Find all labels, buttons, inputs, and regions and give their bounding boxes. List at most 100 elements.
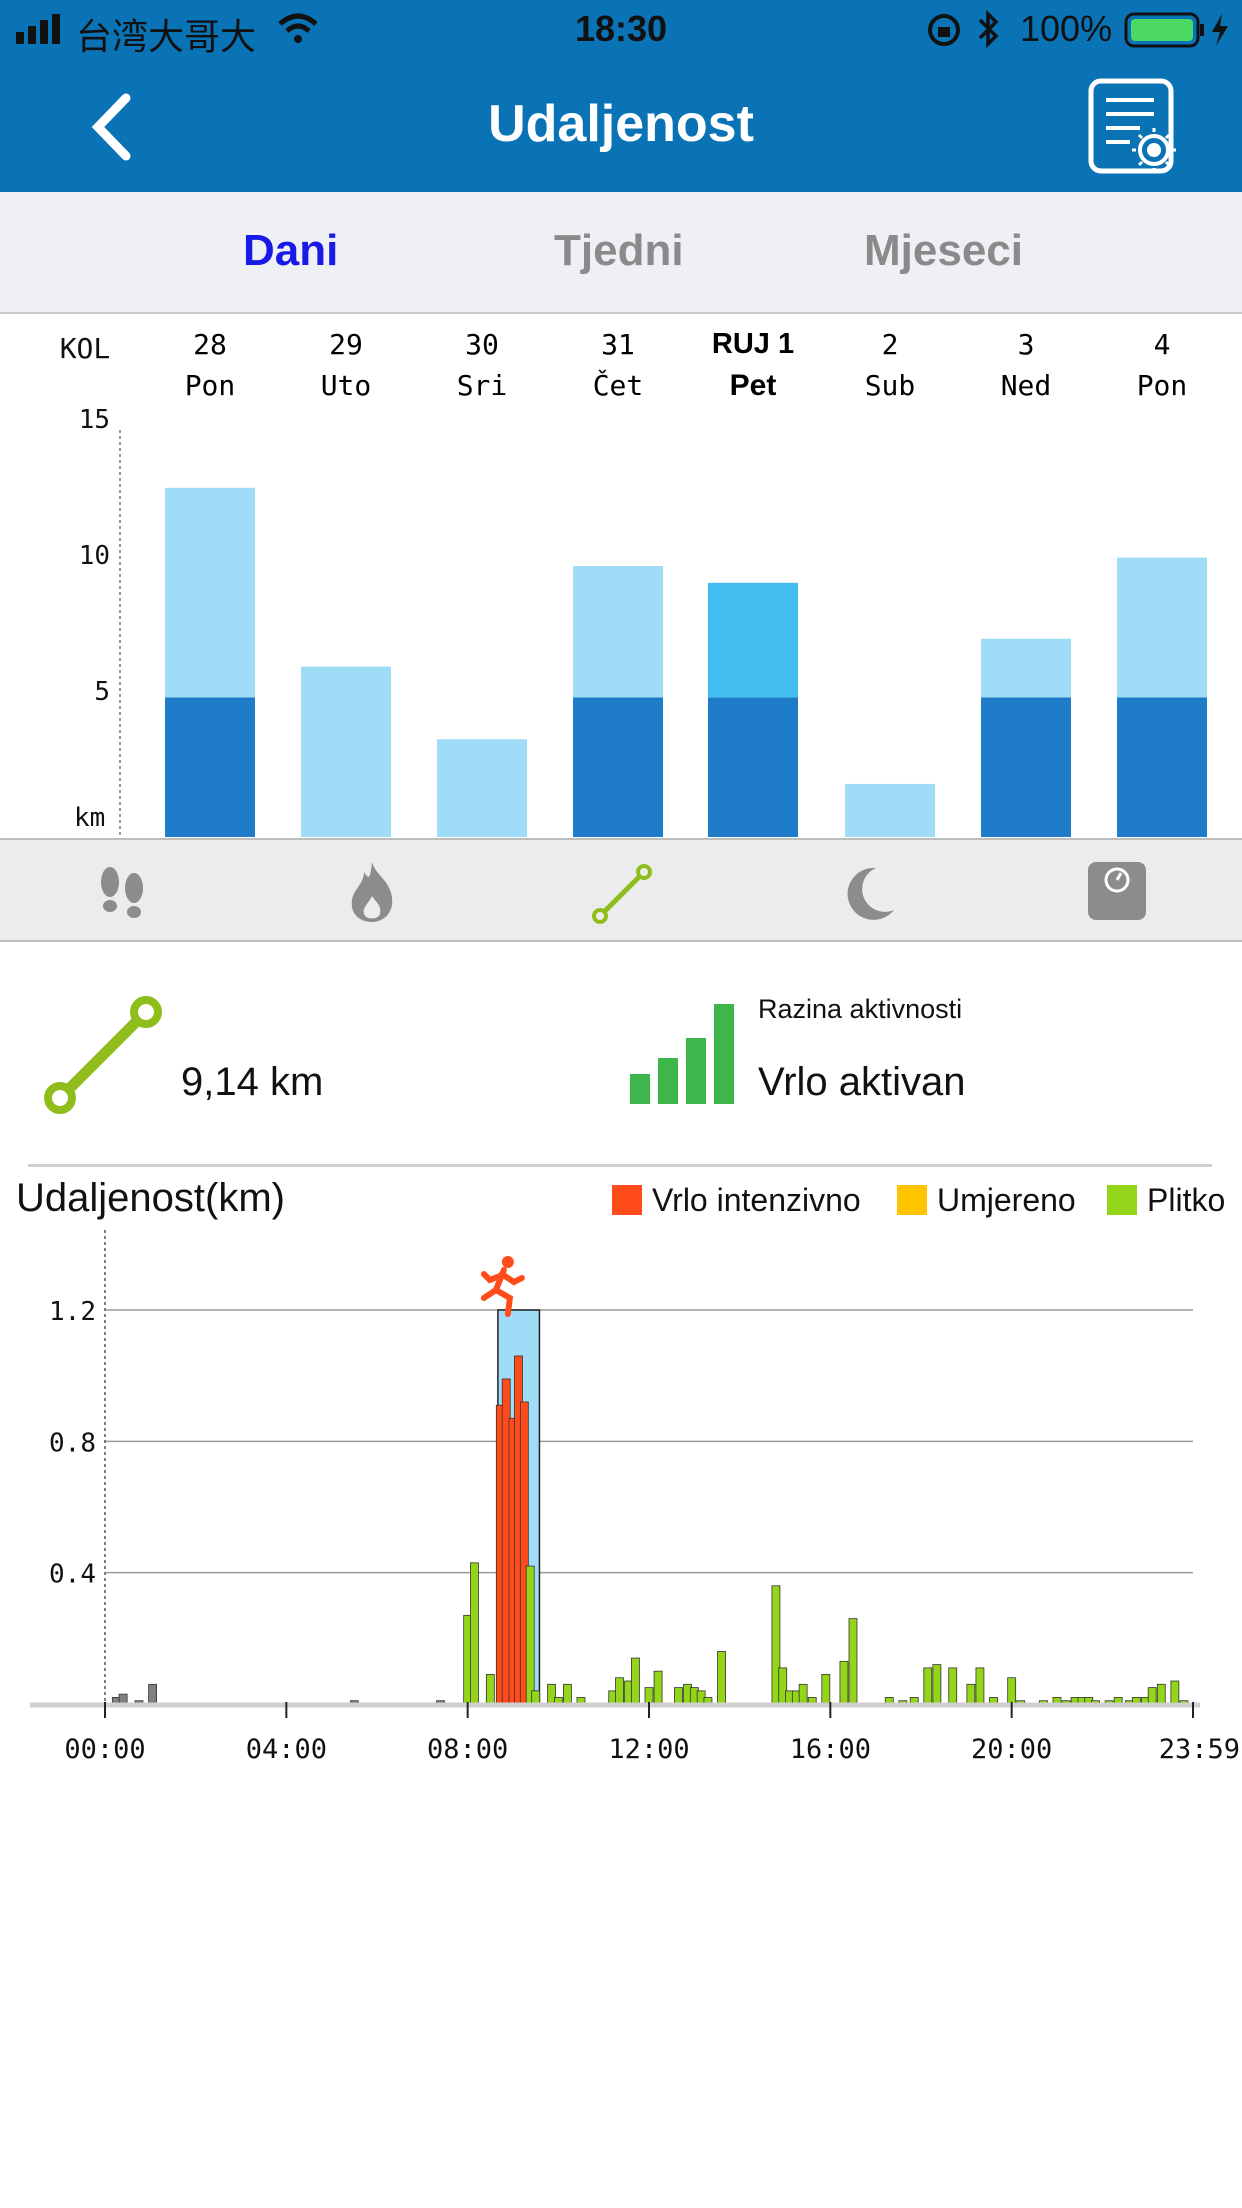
day-date: 2 bbox=[881, 328, 899, 361]
calories-button[interactable] bbox=[342, 858, 402, 924]
bar-upper bbox=[845, 783, 935, 837]
daily-distance-chart: 1.2 0.8 0.4 00:00 04:00 08:00 12:00 16:00 20:00 2… bbox=[30, 1230, 1240, 1760]
day-column-0[interactable]: 28 Pon bbox=[140, 328, 280, 408]
activity-bar bbox=[1147, 1687, 1157, 1705]
x-tick-label: 08:00 bbox=[427, 1734, 508, 1760]
activity-bar bbox=[821, 1674, 831, 1705]
y-tick-label: 5 bbox=[94, 677, 110, 707]
running-icon bbox=[480, 1256, 525, 1317]
day-weekday: Sri bbox=[456, 369, 508, 402]
activity-bar bbox=[615, 1677, 624, 1705]
status-bar: 台湾大哥大 18:30 100% bbox=[0, 0, 1242, 62]
battery-percent: 100% bbox=[1020, 8, 1113, 49]
moon-icon bbox=[847, 867, 894, 920]
day-weekday: Pon bbox=[184, 369, 236, 402]
bar-upper bbox=[301, 666, 391, 837]
page-title: Udaljenost bbox=[488, 95, 754, 153]
runner-body bbox=[480, 1267, 525, 1317]
bar-base bbox=[165, 697, 255, 837]
day-date: 4 bbox=[1153, 328, 1171, 361]
legend-light-label: Plitko bbox=[1147, 1182, 1226, 1218]
day-weekday: Sub bbox=[864, 369, 916, 402]
activity-bar bbox=[653, 1670, 663, 1705]
day-column-5[interactable]: 2 Sub bbox=[820, 328, 960, 408]
tab-months[interactable]: Mjeseci bbox=[864, 226, 1023, 275]
battery-icon bbox=[1124, 12, 1232, 57]
y-tick-label: 1.2 bbox=[49, 1297, 96, 1327]
activity-bar bbox=[948, 1667, 958, 1705]
distance-icon bbox=[44, 996, 162, 1114]
activity-bar bbox=[717, 1651, 726, 1705]
x-tick-label: 00:00 bbox=[64, 1734, 145, 1760]
day-weekday: Uto bbox=[320, 369, 372, 402]
day-date: 3 bbox=[1017, 328, 1035, 361]
activity-bar bbox=[531, 1690, 541, 1705]
tab-days[interactable]: Dani bbox=[243, 226, 339, 275]
distance-button[interactable] bbox=[590, 862, 654, 926]
day-column-6[interactable]: 3 Ned bbox=[956, 328, 1096, 408]
period-tabs: Dani Tjedni Mjeseci bbox=[0, 192, 1242, 314]
y-tick-label: 0.4 bbox=[49, 1560, 96, 1590]
day-column-7[interactable]: 4 Pon bbox=[1092, 328, 1232, 408]
activity-bar bbox=[839, 1660, 849, 1705]
bar-upper bbox=[1117, 557, 1207, 698]
tab-weeks[interactable]: Tjedni bbox=[554, 226, 684, 275]
day-weekday: Ned bbox=[1000, 369, 1052, 402]
activity-bar bbox=[525, 1565, 535, 1705]
bar-upper bbox=[437, 739, 527, 837]
chart-title: Udaljenost(km) bbox=[16, 1176, 285, 1220]
orientation-lock-icon bbox=[926, 12, 962, 57]
legend-light: Plitko bbox=[1107, 1182, 1225, 1219]
weight-button[interactable] bbox=[1086, 860, 1150, 924]
day-column-3[interactable]: 31 Čet bbox=[548, 328, 688, 408]
bar-upper bbox=[165, 487, 255, 698]
day-date: 31 bbox=[601, 328, 635, 361]
bar-base bbox=[1117, 697, 1207, 837]
bar-base bbox=[981, 697, 1071, 837]
report-button[interactable] bbox=[1088, 78, 1178, 176]
bar-upper bbox=[981, 638, 1071, 698]
x-tick-label: 20:00 bbox=[971, 1734, 1052, 1760]
report-brightness-icon bbox=[1088, 78, 1176, 174]
activity-bar bbox=[798, 1683, 808, 1705]
day-column-2[interactable]: 30 Sri bbox=[412, 328, 552, 408]
activity-label: Razina aktivnosti bbox=[758, 994, 963, 1024]
legend-intense-label: Vrlo intenzivno bbox=[652, 1182, 861, 1218]
day-weekday: Pon bbox=[1136, 369, 1188, 402]
weekly-distance-chart: 15 10 5 km bbox=[74, 405, 1207, 837]
activity-bar bbox=[674, 1687, 683, 1705]
day-date: 28 bbox=[193, 328, 227, 361]
footsteps-icon bbox=[101, 867, 143, 918]
clock: 18:30 bbox=[575, 8, 668, 49]
x-tick-label: 16:00 bbox=[790, 1734, 871, 1760]
day-date: RUJ 1 bbox=[711, 328, 795, 360]
sleep-button[interactable] bbox=[840, 862, 900, 922]
x-tick-label: 23:59 bbox=[1159, 1734, 1240, 1760]
day-date: 29 bbox=[329, 328, 363, 361]
legend-intense: Vrlo intenzivno bbox=[612, 1182, 861, 1219]
activity-level-icon bbox=[630, 1004, 734, 1104]
day-column-1[interactable]: 29 Uto bbox=[276, 328, 416, 408]
activity-bar bbox=[848, 1618, 858, 1705]
activity-bar bbox=[1170, 1680, 1180, 1705]
y-tick-label: 15 bbox=[79, 405, 110, 435]
day-column-4[interactable]: RUJ 1 Pet bbox=[683, 328, 823, 408]
activity-bar bbox=[485, 1674, 495, 1705]
activity-bar bbox=[470, 1562, 479, 1705]
steps-button[interactable] bbox=[92, 862, 152, 922]
activity-bar bbox=[923, 1667, 933, 1705]
activity-bar bbox=[975, 1667, 985, 1705]
carrier-name: 台湾大哥大 bbox=[76, 16, 257, 57]
bar-base bbox=[573, 697, 663, 837]
bar-upper bbox=[573, 566, 663, 698]
scale-icon bbox=[1088, 862, 1146, 920]
activity-bar bbox=[932, 1664, 942, 1705]
legend-moderate: Umjereno bbox=[897, 1182, 1076, 1219]
chevron-left-icon bbox=[91, 93, 131, 161]
activity-bar bbox=[1156, 1683, 1166, 1705]
y-tick-label: 0.8 bbox=[49, 1428, 96, 1458]
flame-icon bbox=[351, 862, 393, 922]
back-button[interactable] bbox=[88, 92, 138, 162]
activity-bar bbox=[1007, 1677, 1017, 1705]
activity-bar bbox=[631, 1657, 640, 1705]
